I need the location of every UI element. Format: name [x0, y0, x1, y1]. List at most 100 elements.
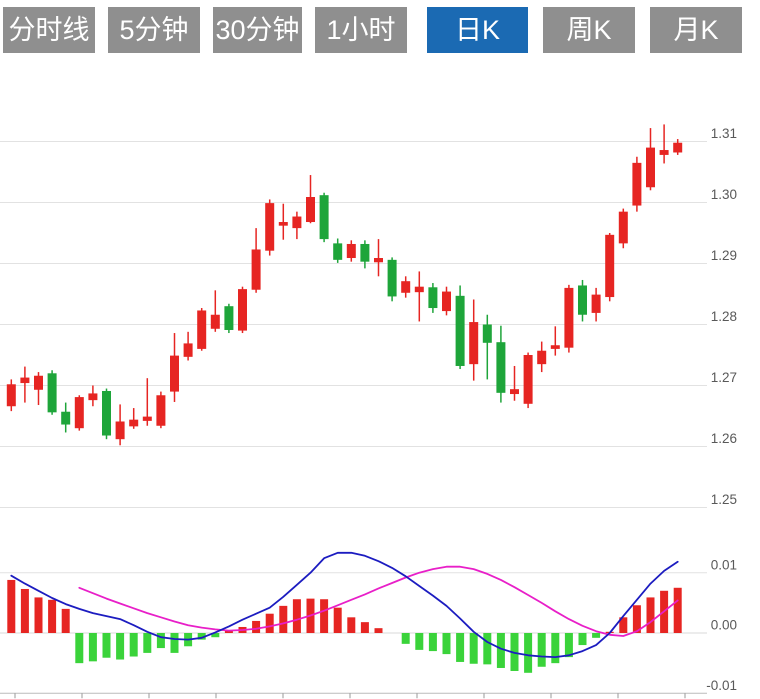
- macd-bar: [360, 622, 369, 633]
- macd-bar: [197, 633, 206, 640]
- candle: [510, 389, 519, 395]
- candle: [360, 243, 370, 262]
- svg-text:1.30: 1.30: [711, 187, 737, 202]
- macd-bar: [428, 633, 437, 652]
- svg-text:1.25: 1.25: [711, 492, 737, 507]
- svg-text:1.27: 1.27: [711, 370, 737, 385]
- candle: [414, 286, 424, 293]
- candle: [197, 310, 207, 349]
- candle: [102, 390, 111, 436]
- candlestick-series: [6, 124, 683, 446]
- candle: [61, 411, 71, 425]
- macd-bar: [619, 617, 628, 633]
- macd-bar: [456, 633, 465, 662]
- candle: [34, 375, 43, 390]
- macd-bar: [374, 628, 383, 633]
- tab-1hour[interactable]: 1小时: [315, 7, 407, 53]
- macd-bar: [170, 633, 179, 653]
- macd-bar: [292, 599, 301, 633]
- macd-bar: [224, 630, 233, 633]
- macd-bar: [252, 620, 261, 633]
- price-gridlines: [0, 141, 707, 508]
- macd-bar: [34, 597, 43, 633]
- candle: [346, 243, 356, 259]
- candle: [47, 373, 57, 413]
- macd-bar: [401, 633, 410, 644]
- svg-text:0.00: 0.00: [711, 618, 737, 633]
- candle: [618, 211, 628, 244]
- candle: [129, 419, 139, 427]
- macd-bar: [102, 633, 111, 658]
- candle: [115, 421, 125, 440]
- candle: [659, 150, 669, 155]
- tab-weekly-k[interactable]: 周K: [543, 7, 635, 53]
- macd-bar: [469, 633, 478, 664]
- candle: [673, 142, 683, 153]
- tab-daily-k[interactable]: 日K: [427, 7, 528, 53]
- candle: [564, 287, 574, 348]
- macd-bar: [129, 633, 138, 657]
- macd-bar: [279, 605, 288, 633]
- macd-bar: [333, 607, 342, 633]
- svg-text:1.28: 1.28: [711, 309, 737, 324]
- candle: [401, 281, 411, 293]
- candle: [632, 162, 642, 206]
- svg-text:1.29: 1.29: [711, 248, 737, 263]
- macd-bar: [20, 588, 29, 633]
- price-axis-labels: 1.31 1.30 1.29 1.28 1.27 1.26 1.25: [711, 126, 737, 507]
- dea-line: [78, 565, 679, 637]
- macd-bar: [592, 633, 601, 638]
- tab-minute-line[interactable]: 分时线: [3, 7, 95, 53]
- period-tabbar: 分时线 5分钟 30分钟 1小时 日K 周K 月K: [0, 0, 760, 60]
- candle: [428, 287, 438, 309]
- svg-text:1.26: 1.26: [711, 431, 737, 446]
- candle: [387, 259, 397, 297]
- macd-bar: [7, 579, 16, 633]
- dif-line: [10, 551, 679, 658]
- candle: [578, 285, 587, 315]
- tab-5min[interactable]: 5分钟: [108, 7, 200, 53]
- candle: [156, 395, 166, 426]
- candle: [646, 147, 655, 188]
- candle: [605, 234, 615, 298]
- candle: [319, 195, 329, 240]
- candle: [251, 249, 261, 290]
- candle: [591, 294, 601, 313]
- candle: [482, 324, 492, 343]
- candle: [333, 243, 343, 260]
- macd-bar: [75, 633, 84, 664]
- macd-bar: [496, 633, 505, 668]
- candle: [6, 384, 16, 407]
- tab-30min[interactable]: 30分钟: [213, 7, 302, 53]
- macd-histogram: [7, 579, 682, 673]
- macd-bar: [415, 633, 424, 650]
- macd-bar: [156, 633, 165, 649]
- macd-bar: [564, 633, 573, 658]
- macd-bar: [61, 608, 70, 633]
- macd-axis-labels: 0.01 0.00 -0.01: [706, 557, 737, 693]
- candle: [523, 355, 533, 404]
- candle: [224, 306, 234, 330]
- candle: [442, 291, 451, 312]
- macd-bar: [537, 633, 546, 667]
- tab-monthly-k[interactable]: 月K: [650, 7, 742, 53]
- macd-bar: [347, 617, 356, 633]
- candle: [537, 350, 547, 365]
- svg-text:-0.01: -0.01: [706, 678, 737, 693]
- svg-text:1.31: 1.31: [711, 126, 737, 141]
- macd-bar: [646, 597, 655, 633]
- macd-bar: [483, 633, 492, 665]
- macd-bar: [442, 633, 451, 655]
- macd-bar: [673, 587, 682, 633]
- candle: [278, 222, 288, 226]
- macd-bar: [524, 633, 533, 673]
- candle: [88, 393, 98, 401]
- macd-bar: [116, 633, 125, 660]
- macd-bar: [88, 633, 97, 662]
- macd-bar: [632, 605, 641, 633]
- candle: [306, 197, 315, 223]
- candle: [265, 203, 275, 251]
